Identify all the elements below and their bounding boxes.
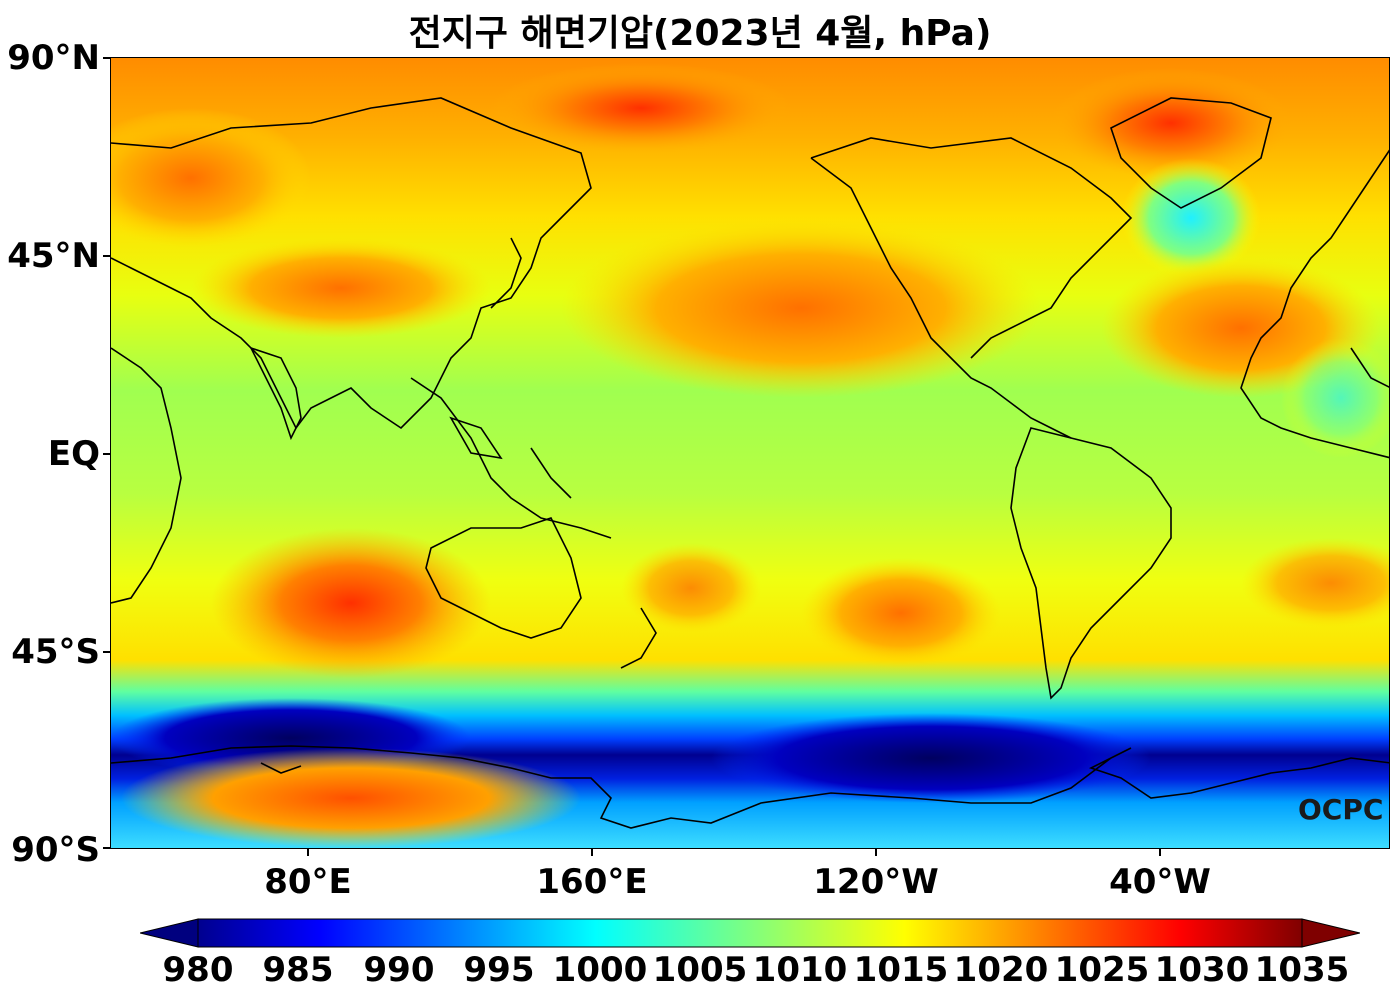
lon-label-160e: 160°E <box>536 862 648 902</box>
lat-tick <box>103 847 110 849</box>
colorbar <box>140 918 1360 948</box>
lat-tick <box>103 651 110 653</box>
colorbar-label: 1035 <box>1254 950 1350 990</box>
colorbar-gradient <box>197 918 1303 948</box>
map-title: 전지구 해면기압(2023년 4월, hPa) <box>408 13 992 54</box>
colorbar-extend-low <box>140 918 199 948</box>
lon-label-120w: 120°W <box>813 862 939 902</box>
lat-label-eq: EQ <box>47 434 100 474</box>
lon-tick <box>591 849 593 856</box>
ocpc-watermark: OCPC <box>1298 793 1384 826</box>
lon-label-80e: 80°E <box>264 862 352 902</box>
lat-label-90n: 90°N <box>7 38 100 78</box>
lat-tick <box>103 255 110 257</box>
colorbar-label: 1015 <box>853 950 949 990</box>
pressure-map <box>110 57 1390 849</box>
colorbar-extend-high <box>1301 918 1360 948</box>
colorbar-label: 980 <box>162 950 234 990</box>
colorbar-label: 990 <box>363 950 435 990</box>
pressure-field <box>111 58 1389 848</box>
lon-tick <box>1159 849 1161 856</box>
lat-label-45n: 45°N <box>7 236 100 276</box>
colorbar-label: 1020 <box>953 950 1049 990</box>
lon-tick <box>307 849 309 856</box>
lat-tick <box>103 453 110 455</box>
lon-tick <box>875 849 877 856</box>
lat-tick <box>103 57 110 59</box>
colorbar-label: 1005 <box>652 950 748 990</box>
colorbar-label: 1000 <box>552 950 648 990</box>
lat-label-45s: 45°S <box>11 632 100 672</box>
colorbar-label: 1030 <box>1154 950 1250 990</box>
colorbar-label: 995 <box>463 950 535 990</box>
coastlines <box>111 97 1389 829</box>
colorbar-label: 1025 <box>1054 950 1150 990</box>
colorbar-label: 1010 <box>752 950 848 990</box>
lon-label-40w: 40°W <box>1109 862 1211 902</box>
lat-label-90s: 90°S <box>11 830 100 870</box>
colorbar-label: 985 <box>262 950 334 990</box>
